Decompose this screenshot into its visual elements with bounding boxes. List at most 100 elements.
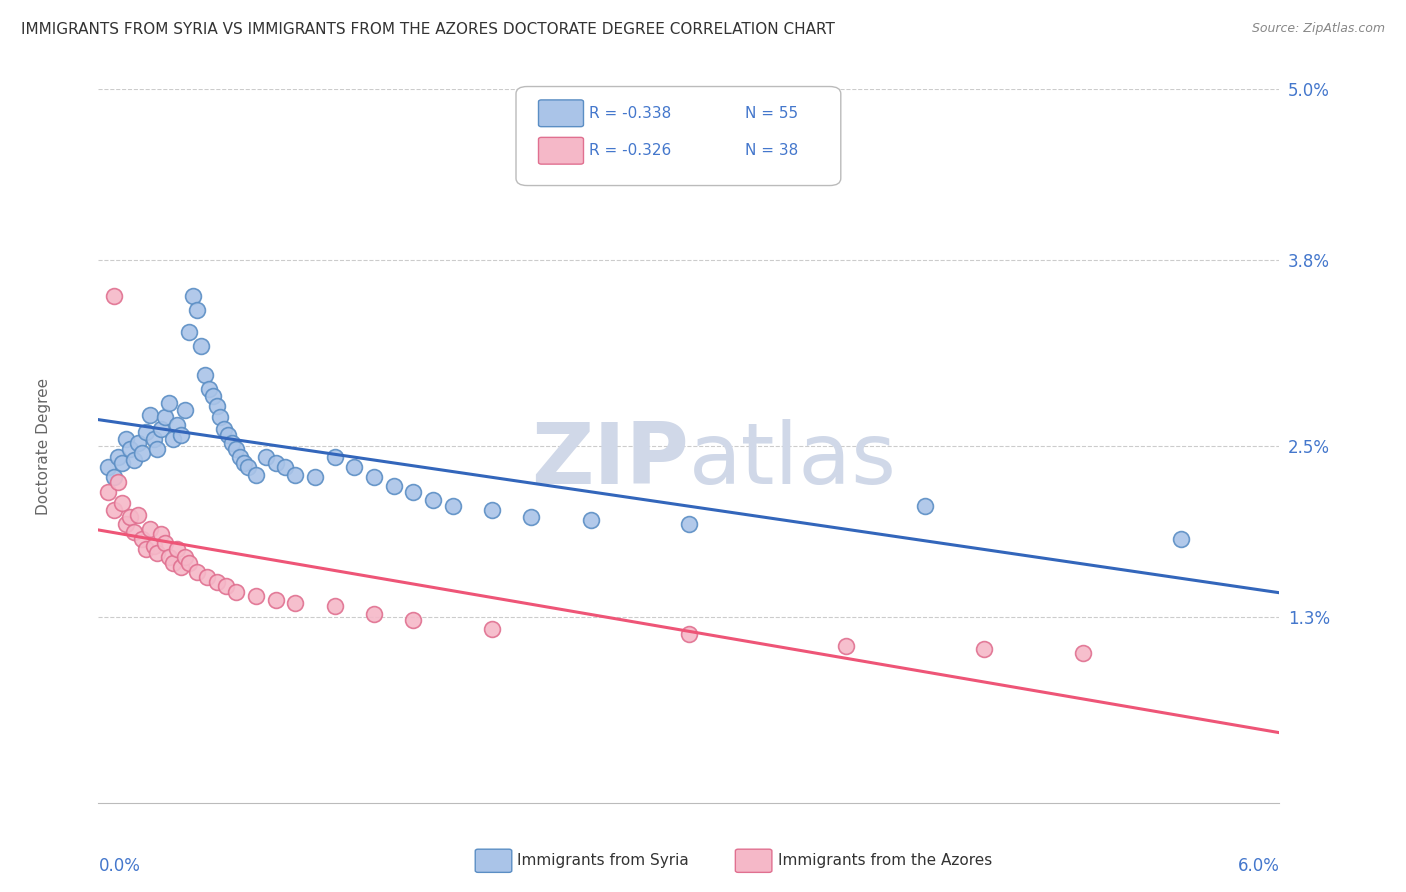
Point [264,593,287,607]
Point [127,508,149,522]
Text: ZIP: ZIP [531,418,689,502]
Point [205,574,228,589]
Text: N = 38: N = 38 [745,144,799,158]
Point [146,546,169,560]
Point [155,410,177,425]
Point [118,442,141,456]
Point [174,550,197,565]
Point [363,607,385,622]
Point [245,467,267,482]
Point [138,522,160,536]
Point [217,427,239,442]
Point [131,446,153,460]
Point [157,550,180,565]
Point [225,442,247,456]
Text: atlas: atlas [689,418,897,502]
Point [205,399,228,413]
Point [177,325,200,339]
Point [138,408,160,422]
Point [579,513,602,527]
Text: Immigrants from Syria: Immigrants from Syria [517,854,689,868]
Point [155,536,177,550]
Point [481,503,503,517]
Point [103,289,125,303]
Point [107,475,129,489]
Point [284,596,307,610]
Point [1170,532,1192,546]
Point [382,479,405,493]
Point [146,442,169,456]
Text: 6.0%: 6.0% [1237,857,1279,875]
Point [254,450,277,465]
Point [122,453,145,467]
Point [195,570,218,584]
Point [170,560,193,574]
Point [166,417,188,432]
Point [97,484,120,499]
Text: R = -0.326: R = -0.326 [589,144,671,158]
Point [402,613,425,627]
Point [150,422,173,436]
Point [135,425,157,439]
Point [115,517,138,532]
Point [481,622,503,636]
Point [973,641,995,656]
Text: N = 55: N = 55 [745,106,799,120]
Point [1071,646,1094,660]
Point [284,467,307,482]
Point [678,517,700,532]
Point [274,460,297,475]
Point [135,541,157,556]
Point [402,484,425,499]
Point [422,493,444,508]
Point [127,436,149,450]
Point [103,503,125,517]
Point [225,584,247,599]
Point [190,339,212,353]
Point [520,510,543,524]
Point [229,450,252,465]
Point [115,432,138,446]
Text: Doctorate Degree: Doctorate Degree [35,377,51,515]
Point [363,470,385,484]
Point [162,432,184,446]
Point [343,460,366,475]
Point [194,368,217,382]
Point [201,389,224,403]
Point [107,450,129,465]
Point [323,599,346,613]
Point [181,289,204,303]
Text: IMMIGRANTS FROM SYRIA VS IMMIGRANTS FROM THE AZORES DOCTORATE DEGREE CORRELATION: IMMIGRANTS FROM SYRIA VS IMMIGRANTS FROM… [21,22,835,37]
Text: R = -0.338: R = -0.338 [589,106,671,120]
Point [215,579,238,593]
Point [197,382,219,396]
Point [131,532,153,546]
Point [214,422,236,436]
Point [209,410,232,425]
Point [441,499,464,513]
Point [162,556,184,570]
Point [150,527,173,541]
Text: Immigrants from the Azores: Immigrants from the Azores [778,854,991,868]
Point [304,470,326,484]
Point [264,456,287,470]
Point [914,499,936,513]
Point [678,627,700,641]
Point [186,303,208,318]
Point [103,470,125,484]
Point [233,456,256,470]
Point [174,403,197,417]
Point [157,396,180,410]
Point [142,432,165,446]
Point [323,450,346,465]
Point [221,436,243,450]
Point [186,565,208,579]
Point [118,510,141,524]
Point [245,589,267,603]
Point [170,427,193,442]
Point [97,460,120,475]
Point [142,539,165,553]
Point [122,524,145,539]
Point [177,556,200,570]
Point [835,639,858,653]
